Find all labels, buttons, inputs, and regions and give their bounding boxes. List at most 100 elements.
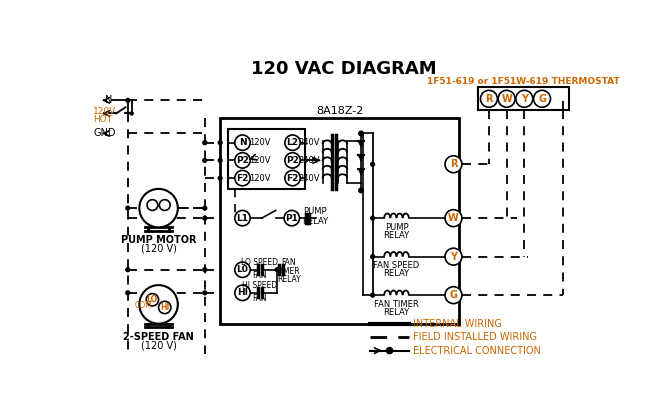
Text: FAN: FAN: [252, 295, 267, 303]
Text: COM: COM: [134, 301, 152, 310]
Text: N: N: [105, 96, 112, 105]
Text: P1: P1: [285, 214, 298, 222]
Text: RELAY: RELAY: [277, 275, 301, 284]
Circle shape: [126, 206, 130, 210]
Text: GND: GND: [93, 129, 116, 138]
Text: W: W: [501, 94, 512, 104]
Circle shape: [218, 141, 222, 145]
Text: FIELD INSTALLED WIRING: FIELD INSTALLED WIRING: [413, 332, 537, 342]
Text: RELAY: RELAY: [383, 269, 409, 278]
Circle shape: [234, 171, 250, 186]
Circle shape: [146, 294, 159, 306]
Circle shape: [371, 162, 375, 166]
Circle shape: [139, 285, 178, 323]
Text: G: G: [450, 290, 458, 300]
Text: 8A18Z-2: 8A18Z-2: [316, 106, 363, 116]
Text: HOT: HOT: [93, 115, 113, 124]
Circle shape: [275, 268, 279, 272]
Circle shape: [203, 158, 207, 162]
Circle shape: [445, 287, 462, 304]
Circle shape: [516, 91, 533, 107]
Text: PUMP: PUMP: [385, 223, 408, 232]
Text: FAN SPEED: FAN SPEED: [373, 261, 419, 270]
Text: PUMP MOTOR: PUMP MOTOR: [121, 235, 196, 246]
Text: PUMP: PUMP: [303, 207, 327, 217]
Text: L0: L0: [237, 265, 249, 274]
Circle shape: [285, 153, 300, 168]
Circle shape: [203, 216, 207, 220]
Text: N: N: [239, 138, 247, 147]
Text: P2: P2: [236, 156, 249, 165]
Text: W: W: [448, 213, 459, 223]
Bar: [478, 87, 569, 110]
Circle shape: [371, 293, 375, 297]
Text: RELAY: RELAY: [383, 308, 409, 317]
Circle shape: [126, 291, 130, 295]
Text: FAN: FAN: [252, 272, 267, 280]
Text: FAN: FAN: [281, 258, 296, 267]
Circle shape: [445, 156, 462, 173]
Text: 240V: 240V: [299, 173, 320, 183]
Circle shape: [203, 206, 207, 210]
Text: HI SPEED: HI SPEED: [242, 282, 277, 290]
Text: L1: L1: [237, 214, 249, 222]
Text: R: R: [485, 94, 492, 104]
Circle shape: [285, 171, 300, 186]
Text: L2: L2: [287, 138, 299, 147]
Circle shape: [203, 291, 207, 295]
Text: FAN TIMER: FAN TIMER: [374, 300, 419, 309]
Bar: [228, 129, 305, 189]
Circle shape: [358, 188, 363, 193]
Text: 1F51-619 or 1F51W-619 THERMOSTAT: 1F51-619 or 1F51W-619 THERMOSTAT: [427, 77, 620, 85]
Text: G: G: [538, 94, 546, 104]
Text: F2: F2: [286, 173, 299, 183]
Text: 120V: 120V: [249, 156, 270, 165]
Circle shape: [203, 268, 207, 272]
Circle shape: [445, 248, 462, 265]
Text: RELAY: RELAY: [383, 230, 409, 240]
Circle shape: [285, 135, 300, 150]
Circle shape: [498, 91, 515, 107]
Text: Y: Y: [450, 252, 457, 261]
Circle shape: [126, 98, 130, 102]
Circle shape: [234, 210, 250, 226]
Circle shape: [358, 131, 363, 136]
Text: LO: LO: [146, 295, 157, 304]
Text: LO SPEED: LO SPEED: [241, 258, 278, 267]
Text: ELECTRICAL CONNECTION: ELECTRICAL CONNECTION: [413, 346, 541, 356]
Circle shape: [130, 112, 133, 115]
Circle shape: [218, 158, 222, 162]
Circle shape: [371, 255, 375, 259]
Text: 120V: 120V: [249, 138, 270, 147]
Circle shape: [126, 268, 130, 272]
Text: R: R: [450, 159, 457, 169]
Circle shape: [480, 91, 497, 107]
Circle shape: [159, 301, 171, 313]
Circle shape: [139, 189, 178, 228]
Polygon shape: [358, 169, 364, 175]
Polygon shape: [358, 141, 364, 147]
Text: 240V: 240V: [299, 156, 320, 165]
Text: 120 VAC DIAGRAM: 120 VAC DIAGRAM: [251, 59, 436, 78]
Circle shape: [234, 153, 250, 168]
Circle shape: [159, 200, 170, 210]
Circle shape: [371, 216, 375, 220]
Circle shape: [218, 176, 222, 180]
Text: F2: F2: [237, 173, 249, 183]
Circle shape: [203, 141, 207, 145]
Text: Y: Y: [521, 94, 528, 104]
Text: HI: HI: [237, 288, 248, 297]
Bar: [220, 118, 459, 324]
Text: 2-SPEED FAN: 2-SPEED FAN: [123, 332, 194, 342]
Text: 240V: 240V: [299, 138, 320, 147]
Text: HI: HI: [160, 303, 170, 312]
Circle shape: [147, 200, 158, 210]
Text: (120 V): (120 V): [141, 244, 176, 254]
Text: TIMER: TIMER: [277, 267, 301, 276]
Text: RELAY: RELAY: [302, 217, 328, 226]
Circle shape: [445, 210, 462, 227]
Text: 120V: 120V: [249, 173, 270, 183]
Circle shape: [533, 91, 551, 107]
Circle shape: [387, 347, 393, 354]
Circle shape: [234, 262, 250, 277]
